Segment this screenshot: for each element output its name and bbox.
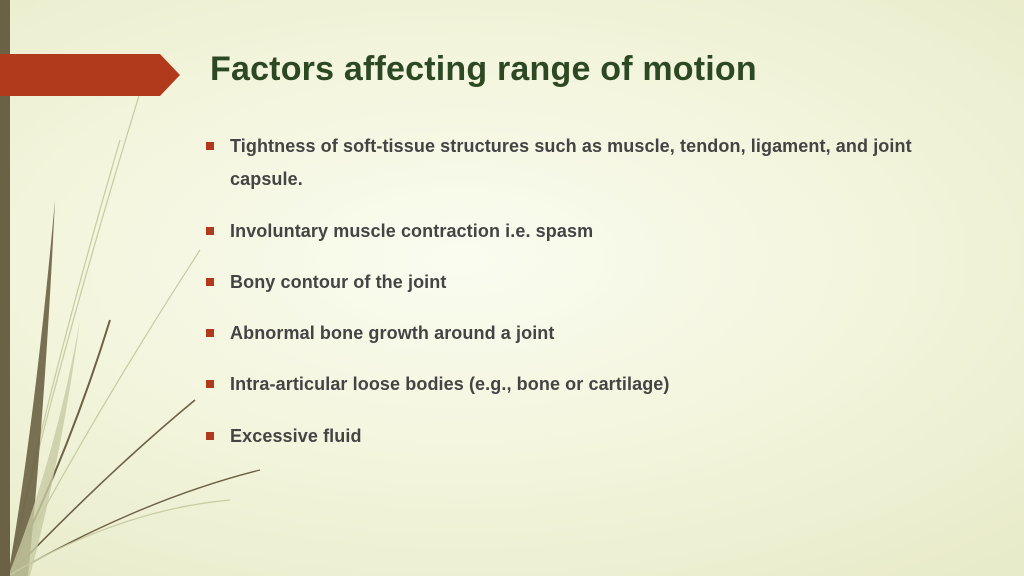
arrow-body <box>0 54 160 96</box>
list-item: Abnormal bone growth around a joint <box>200 317 964 350</box>
list-item: Involuntary muscle contraction i.e. spas… <box>200 215 964 248</box>
slide-title: Factors affecting range of motion <box>210 50 757 89</box>
list-item: Bony contour of the joint <box>200 266 964 299</box>
slide: Factors affecting range of motion Tightn… <box>0 0 1024 576</box>
bullet-list: Tightness of soft-tissue structures such… <box>200 130 964 453</box>
list-item: Excessive fluid <box>200 420 964 453</box>
title-arrow-banner <box>0 54 180 96</box>
slide-content: Tightness of soft-tissue structures such… <box>200 130 964 471</box>
arrow-head-icon <box>160 54 180 96</box>
list-item: Tightness of soft-tissue structures such… <box>200 130 964 197</box>
list-item: Intra-articular loose bodies (e.g., bone… <box>200 368 964 401</box>
